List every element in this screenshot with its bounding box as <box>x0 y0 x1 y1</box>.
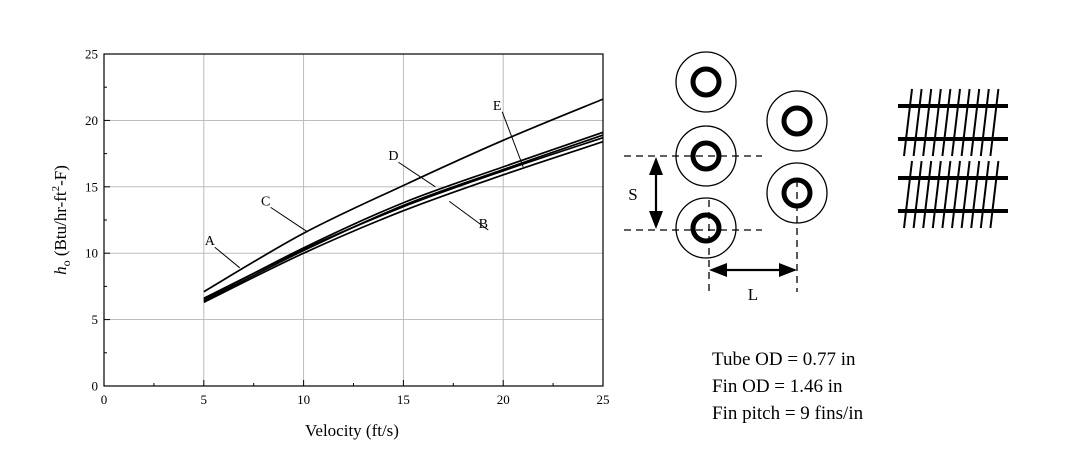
y-axis-unit-sup: 2 <box>50 186 62 192</box>
fin-side-view <box>898 88 1008 229</box>
series-line-e <box>203 134 604 302</box>
tube-bank-diagram <box>624 51 828 292</box>
grid <box>104 54 603 386</box>
plot-frame <box>103 53 604 387</box>
x-tick-label: 25 <box>597 392 610 407</box>
fin-stroke <box>912 160 923 229</box>
y-tick-label: 10 <box>85 246 98 261</box>
curve-label-d: D <box>388 149 398 164</box>
fin-stroke <box>903 88 913 157</box>
fin-od-spec: Fin OD = 1.46 in <box>712 376 843 397</box>
series-line-d <box>203 131 604 301</box>
tube-od-spec: Tube OD = 0.77 in <box>712 349 856 370</box>
x-tick-label: 5 <box>201 392 208 407</box>
pitch-label: L <box>748 285 758 304</box>
fin-stroke <box>931 88 942 157</box>
y-tick-label: 0 <box>92 379 99 394</box>
leader-line-b <box>449 201 489 231</box>
pitch-arrow <box>709 263 797 277</box>
finned-tube-1 <box>675 51 737 113</box>
series-line-c <box>203 98 604 293</box>
tick-labels: 0 5 10 15 20 25 0 5 10 15 20 25 <box>85 47 610 408</box>
leader-line-c <box>270 206 308 233</box>
y-axis-symbol: h <box>51 266 70 275</box>
fin-stroke <box>960 160 971 229</box>
leader-line-a <box>214 246 241 269</box>
series-line-b <box>203 140 604 304</box>
curve-labels: A C D B E <box>205 99 502 249</box>
y-axis-title: ho (Btu/hr-ft2-F) <box>50 165 73 275</box>
y-tick-label: 20 <box>85 113 98 128</box>
x-tick-label: 20 <box>497 392 510 407</box>
curve-label-e: E <box>493 99 502 114</box>
curve-label-c: C <box>261 194 270 209</box>
fin-group-bottom <box>903 160 1000 229</box>
spacing-arrow <box>649 157 663 229</box>
leader-line-e <box>501 111 524 168</box>
fin-stroke <box>970 88 981 157</box>
fin-stroke <box>922 160 933 229</box>
y-tick-label: 25 <box>85 47 98 62</box>
ticks <box>103 53 604 387</box>
curve-label-a: A <box>205 234 216 249</box>
fin-stroke <box>951 160 961 229</box>
spacing-label: S <box>628 185 637 204</box>
dashed-reference-lines <box>624 155 798 292</box>
finned-tube-4 <box>766 90 828 152</box>
x-axis-title: Velocity (ft/s) <box>305 421 399 440</box>
x-tick-label: 15 <box>397 392 410 407</box>
heat-transfer-chart: 0 5 10 15 20 25 0 5 10 15 20 25 A C D B E Velocity (ft/… <box>50 47 610 441</box>
fin-stroke <box>922 88 933 157</box>
fin-stroke <box>989 88 1000 157</box>
x-tick-label: 0 <box>101 392 108 407</box>
x-tick-label: 10 <box>297 392 310 407</box>
fin-stroke <box>979 88 990 157</box>
fin-stroke <box>941 160 952 229</box>
fin-group-top <box>903 88 1000 157</box>
fin-stroke <box>970 160 981 229</box>
y-axis-subscript: o <box>59 260 73 266</box>
y-tick-label: 15 <box>85 179 98 194</box>
fin-stroke <box>989 160 1000 229</box>
y-tick-label: 5 <box>92 312 99 327</box>
fin-stroke <box>960 88 971 157</box>
curve-label-b: B <box>479 217 488 232</box>
y-axis-unit-post: -F) <box>51 165 70 186</box>
curves <box>203 98 604 304</box>
y-axis-unit-pre: (Btu/hr-ft <box>51 191 70 260</box>
fin-pitch-spec: Fin pitch = 9 fins/in <box>712 403 864 424</box>
fin-stroke <box>903 160 913 229</box>
fin-stroke <box>979 160 990 229</box>
label-leaders <box>214 111 524 269</box>
leader-line-d <box>398 161 436 188</box>
finned-tube-3 <box>675 197 737 259</box>
fin-stroke <box>912 88 923 157</box>
fin-stroke <box>931 160 942 229</box>
tube-specs: Tube OD = 0.77 in Fin OD = 1.46 in Fin p… <box>712 349 864 424</box>
fin-stroke <box>941 88 952 157</box>
fin-stroke <box>951 88 961 157</box>
